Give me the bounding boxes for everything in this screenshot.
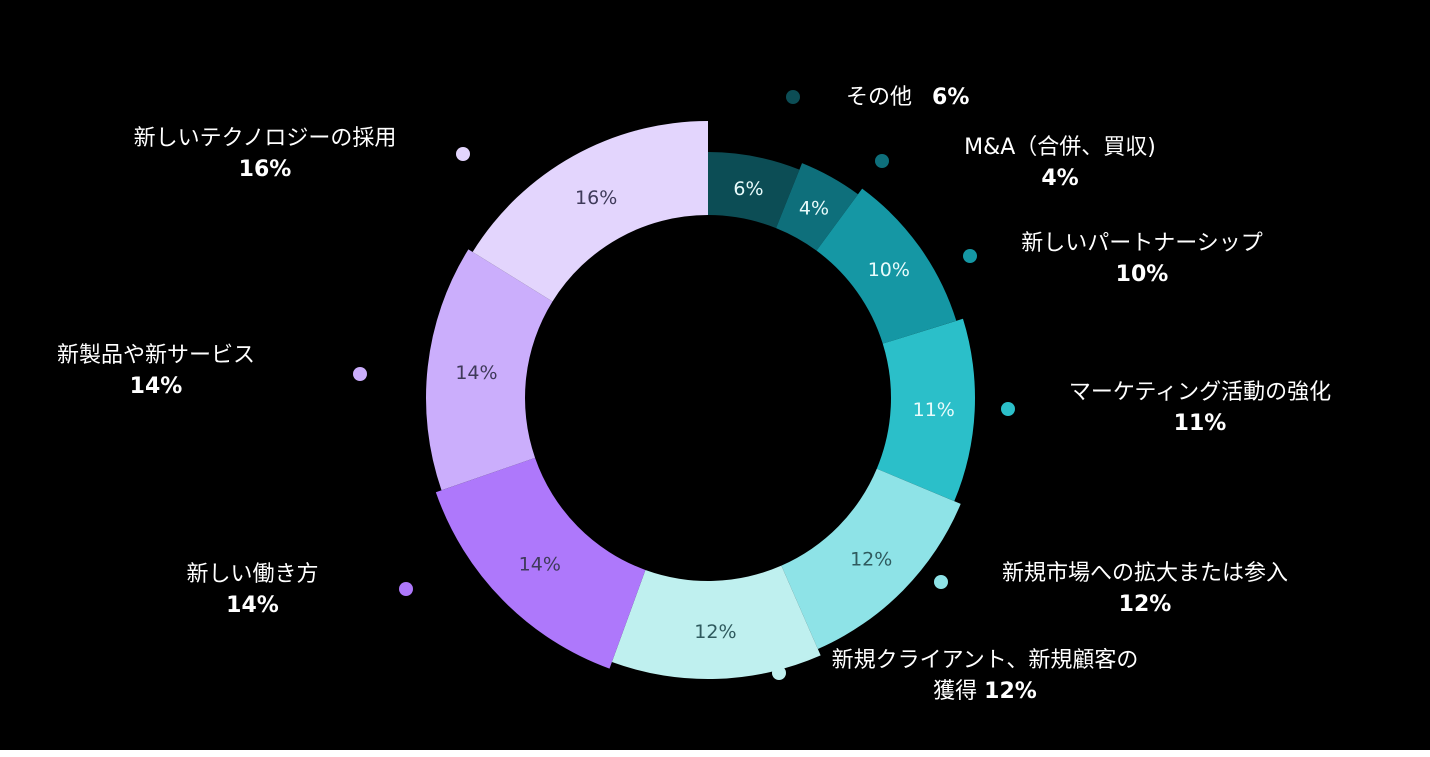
slice-value-label: 11% [913, 399, 955, 421]
legend-name: 新しいパートナーシップ [1021, 231, 1263, 256]
donut-slice [876, 318, 975, 502]
legend-label-new-technology: 新しいテクノロジーの採用 16% [105, 123, 425, 185]
legend-name: 新しい働き方 [186, 562, 319, 587]
slice-value-label: 14% [519, 554, 561, 576]
donut-slice [816, 188, 957, 344]
legend-name-line1: 新規クライアント、新規顧客の [831, 648, 1139, 673]
legend-marker [875, 154, 889, 168]
legend-label-new-markets: 新規市場への拡大または参入 12% [975, 558, 1315, 620]
legend-name: M&A（合併、買収) [964, 135, 1156, 160]
legend-percent: 12% [984, 679, 1037, 704]
donut-slice [472, 121, 708, 302]
slice-value-label: 10% [868, 259, 910, 281]
legend-name: その他 [846, 85, 913, 110]
donut-slice [781, 468, 961, 650]
legend-marker [772, 666, 786, 680]
legend-percent: 14% [129, 374, 183, 399]
legend-percent: 10% [1115, 262, 1169, 287]
legend-label-m-and-a: M&A（合併、買収) 4% [920, 132, 1200, 194]
legend-marker [399, 582, 413, 596]
legend-percent: 16% [238, 157, 292, 182]
legend-marker [353, 367, 367, 381]
legend-label-new-partnerships: 新しいパートナーシップ 10% [992, 228, 1292, 290]
legend-percent: 6% [932, 85, 970, 110]
donut-slice [426, 249, 553, 491]
legend-label-new-ways-of-working: 新しい働き方 14% [160, 559, 345, 621]
legend-marker [963, 249, 977, 263]
legend-label-new-clients: 新規クライアント、新規顧客の 獲得 12% [800, 645, 1170, 707]
legend-marker [934, 575, 948, 589]
slice-value-label: 6% [733, 178, 763, 200]
legend-marker [1001, 402, 1015, 416]
legend-name: 新しいテクノロジーの採用 [133, 126, 397, 151]
slice-value-label: 16% [575, 187, 617, 209]
legend-marker [786, 90, 800, 104]
legend-label-new-products: 新製品や新サービス 14% [36, 340, 276, 402]
donut-slice [611, 565, 821, 680]
donut-slice [708, 152, 800, 229]
slice-value-label: 4% [799, 198, 829, 220]
legend-marker [456, 147, 470, 161]
legend-percent: 4% [1041, 166, 1079, 191]
legend-label-marketing: マーケティング活動の強化 11% [1045, 377, 1355, 439]
legend-name-line2: 獲得 [933, 679, 978, 704]
legend-name: 新規市場への拡大または参入 [1001, 561, 1288, 586]
donut-slice [435, 457, 646, 669]
donut-slice [776, 163, 859, 251]
slice-value-label: 12% [694, 621, 736, 643]
legend-percent: 11% [1173, 411, 1227, 436]
legend-percent: 12% [1118, 592, 1172, 617]
legend-label-other: その他 6% [846, 82, 969, 113]
slice-value-label: 12% [850, 549, 892, 571]
legend-name: 新製品や新サービス [56, 343, 255, 368]
legend-percent: 14% [226, 593, 279, 618]
legend-name: マーケティング活動の強化 [1068, 380, 1332, 405]
slice-value-label: 14% [455, 362, 497, 384]
